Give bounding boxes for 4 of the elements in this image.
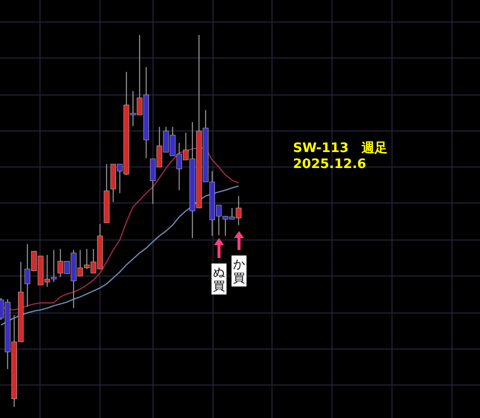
text: 2025.12.6 <box>293 157 366 172</box>
annotation: ぬ買 <box>213 265 225 293</box>
text: SW-113 週足 <box>293 141 388 156</box>
annotation: か買 <box>233 257 245 285</box>
